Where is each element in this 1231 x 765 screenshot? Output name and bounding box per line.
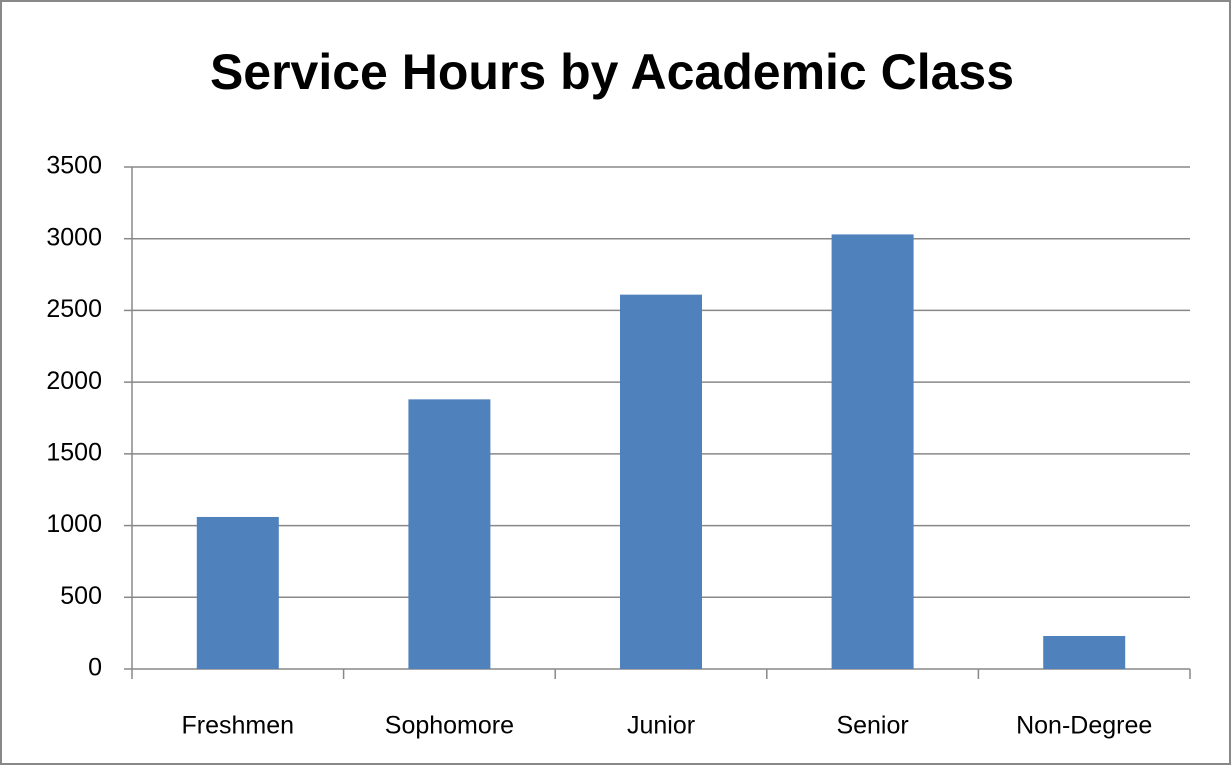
y-tick-label: 2500 <box>46 295 102 323</box>
chart-title: Service Hours by Academic Class <box>210 44 1014 100</box>
y-tick-label: 500 <box>60 582 102 610</box>
bar <box>196 516 279 669</box>
y-tick-label: 1500 <box>46 438 102 466</box>
x-tick-label: Freshmen <box>182 712 295 740</box>
y-tick-label: 0 <box>88 654 102 682</box>
bar <box>1043 636 1126 669</box>
y-tick-label: 3000 <box>46 223 102 251</box>
x-tick-label: Junior <box>627 712 695 740</box>
bar <box>831 234 914 669</box>
x-tick-label: Non-Degree <box>1016 712 1152 740</box>
bar <box>620 294 702 669</box>
y-tick-label: 3500 <box>46 152 102 180</box>
x-tick-label: Sophomore <box>385 712 514 740</box>
y-tick-label: 1000 <box>46 510 102 538</box>
x-tick-label: Senior <box>836 712 908 740</box>
bar <box>408 399 491 669</box>
y-tick-label: 2000 <box>46 367 102 395</box>
